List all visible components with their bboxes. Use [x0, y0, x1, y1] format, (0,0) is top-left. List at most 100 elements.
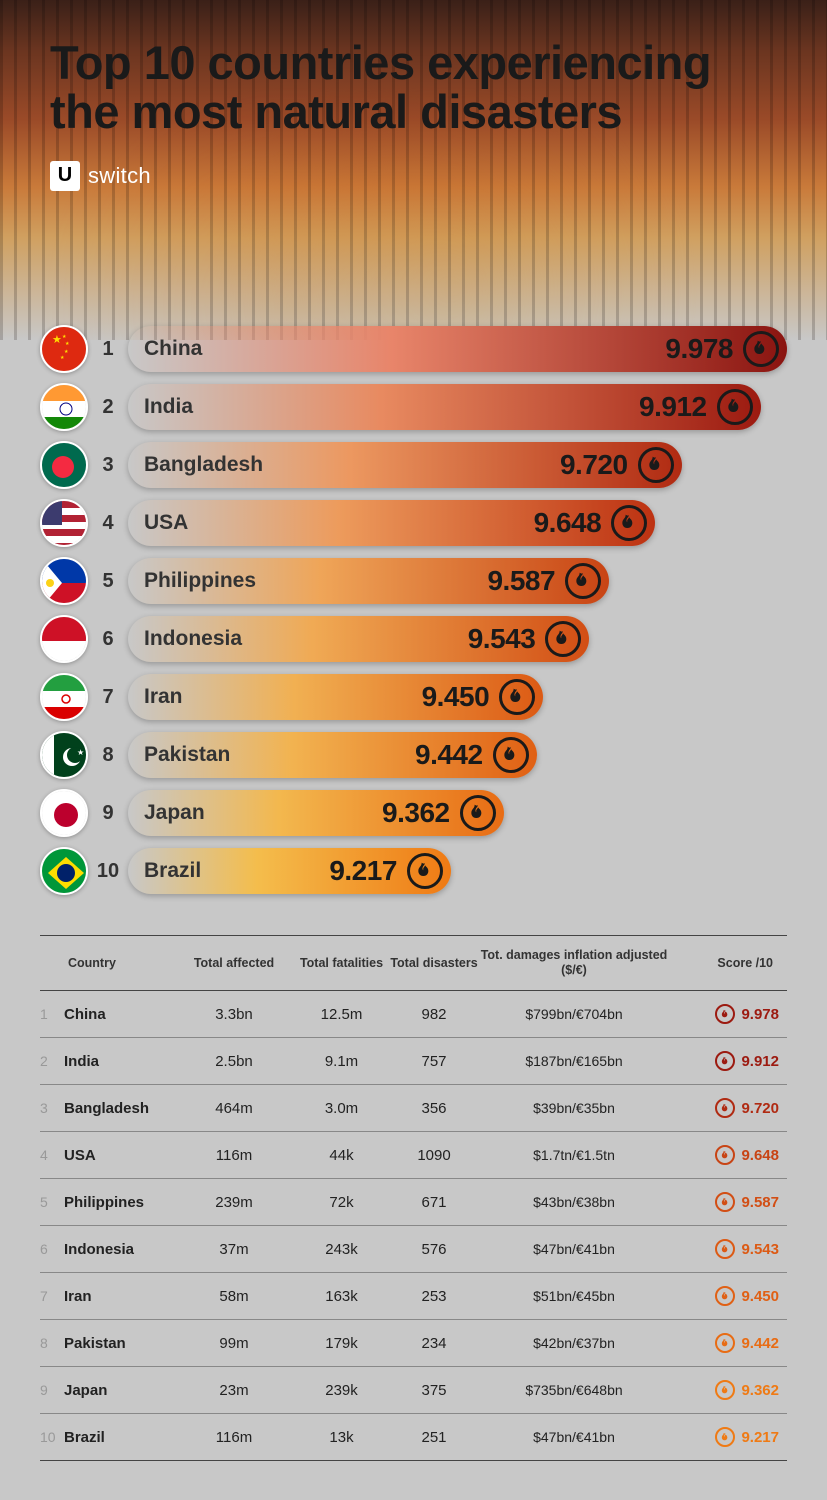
flag-icon	[40, 615, 88, 663]
cell-score: 9.587	[669, 1192, 779, 1212]
bar-country-label: China	[144, 337, 202, 361]
bar-track: China9.978	[128, 326, 787, 372]
flag-icon: ★	[40, 731, 88, 779]
bar-score-value: 9.442	[415, 739, 483, 771]
cell-damages: $735bn/€648bn	[479, 1382, 669, 1398]
bar-row: 6Indonesia9.543	[40, 610, 787, 668]
row-index: 2	[40, 1053, 64, 1069]
bar-row: 9Japan9.362	[40, 784, 787, 842]
flag-icon: ★★★★★	[40, 325, 88, 373]
fire-icon	[638, 447, 674, 483]
cell-country: USA	[64, 1147, 174, 1164]
cell-affected: 116m	[174, 1147, 294, 1164]
bar-fill: China9.978	[128, 326, 787, 372]
bar-fill: Brazil 9.217	[128, 848, 451, 894]
svg-text:★: ★	[52, 334, 62, 346]
cell-country: China	[64, 1006, 174, 1023]
cell-disasters: 356	[389, 1100, 479, 1117]
cell-fatalities: 3.0m	[294, 1100, 389, 1117]
cell-affected: 99m	[174, 1335, 294, 1352]
cell-fatalities: 163k	[294, 1288, 389, 1305]
bar-track: Philippines9.587	[128, 558, 787, 604]
cell-fatalities: 179k	[294, 1335, 389, 1352]
data-table: Country Total affected Total fatalities …	[40, 935, 787, 1461]
bar-country-label: Bangladesh	[144, 453, 263, 477]
bar-fill: Bangladesh9.720	[128, 442, 682, 488]
col-country: Country	[64, 956, 174, 971]
bar-country-label: Pakistan	[144, 743, 230, 767]
cell-score-value: 9.362	[741, 1382, 779, 1399]
table-row: 2India2.5bn9.1m757$187bn/€165bn9.912	[40, 1038, 787, 1085]
bar-score-value: 9.587	[487, 565, 555, 597]
svg-text:★: ★	[64, 349, 69, 355]
bar-chart: ★★★★★1China9.9782India9.9123Bangladesh9.…	[0, 320, 827, 900]
rank: 7	[88, 686, 128, 709]
fire-icon	[715, 1380, 735, 1400]
fire-icon	[493, 737, 529, 773]
cell-damages: $42bn/€37bn	[479, 1335, 669, 1351]
brand-name: switch	[88, 163, 151, 189]
cell-damages: $51bn/€45bn	[479, 1288, 669, 1304]
table-row: 5Philippines239m72k671$43bn/€38bn9.587	[40, 1179, 787, 1226]
bar-score: 9.543	[468, 621, 582, 657]
cell-score-value: 9.442	[741, 1335, 779, 1352]
cell-affected: 464m	[174, 1100, 294, 1117]
table-row: 6Indonesia37m243k576$47bn/€41bn9.543	[40, 1226, 787, 1273]
table-row: 9Japan23m239k375$735bn/€648bn9.362	[40, 1367, 787, 1414]
cell-disasters: 757	[389, 1053, 479, 1070]
bar-score-value: 9.543	[468, 623, 536, 655]
cell-country: Brazil	[64, 1429, 174, 1446]
svg-text:★: ★	[62, 334, 67, 340]
cell-score-value: 9.978	[741, 1006, 779, 1023]
row-index: 4	[40, 1147, 64, 1163]
table-row: 3Bangladesh464m3.0m356$39bn/€35bn9.720	[40, 1085, 787, 1132]
bar-track: Pakistan 9.442	[128, 732, 787, 778]
cell-score-value: 9.648	[741, 1147, 779, 1164]
svg-text:★: ★	[77, 748, 84, 757]
bar-fill: Indonesia9.543	[128, 616, 589, 662]
fire-icon	[611, 505, 647, 541]
bar-score: 9.442	[415, 737, 529, 773]
bar-country-label: Brazil	[144, 859, 201, 883]
bar-score: 9.362	[382, 795, 496, 831]
cell-affected: 239m	[174, 1194, 294, 1211]
bar-track: Bangladesh9.720	[128, 442, 787, 488]
cell-country: India	[64, 1053, 174, 1070]
bar-score: 9.912	[639, 389, 753, 425]
cell-disasters: 1090	[389, 1147, 479, 1164]
row-index: 1	[40, 1006, 64, 1022]
cell-disasters: 253	[389, 1288, 479, 1305]
flag-icon	[40, 847, 88, 895]
bar-track: Japan9.362	[128, 790, 787, 836]
rank: 8	[88, 744, 128, 767]
fire-icon	[407, 853, 443, 889]
cell-country: Pakistan	[64, 1335, 174, 1352]
flag-icon	[40, 383, 88, 431]
col-fatalities: Total fatalities	[294, 956, 389, 971]
flag-icon	[40, 789, 88, 837]
cell-affected: 3.3bn	[174, 1006, 294, 1023]
bar-country-label: Iran	[144, 685, 183, 709]
bar-track: Indonesia9.543	[128, 616, 787, 662]
fire-icon	[715, 1286, 735, 1306]
bar-row: ★★★★★1China9.978	[40, 320, 787, 378]
cell-score-value: 9.217	[741, 1429, 779, 1446]
fire-icon	[715, 1051, 735, 1071]
cell-country: Indonesia	[64, 1241, 174, 1258]
bar-country-label: India	[144, 395, 193, 419]
table-row: 7Iran58m163k253$51bn/€45bn9.450	[40, 1273, 787, 1320]
rank: 1	[88, 338, 128, 361]
cell-disasters: 234	[389, 1335, 479, 1352]
col-affected: Total affected	[174, 956, 294, 971]
col-disasters: Total disasters	[389, 956, 479, 971]
bar-row: ★ 8 Pakistan 9.442	[40, 726, 787, 784]
flag-icon	[40, 673, 88, 721]
cell-affected: 2.5bn	[174, 1053, 294, 1070]
rank: 6	[88, 628, 128, 651]
brand: U switch	[50, 161, 827, 191]
row-index: 3	[40, 1100, 64, 1116]
cell-damages: $1.7tn/€1.5tn	[479, 1147, 669, 1163]
bar-row: 5Philippines9.587	[40, 552, 787, 610]
bar-score-value: 9.217	[329, 855, 397, 887]
bar-row: 3Bangladesh9.720	[40, 436, 787, 494]
